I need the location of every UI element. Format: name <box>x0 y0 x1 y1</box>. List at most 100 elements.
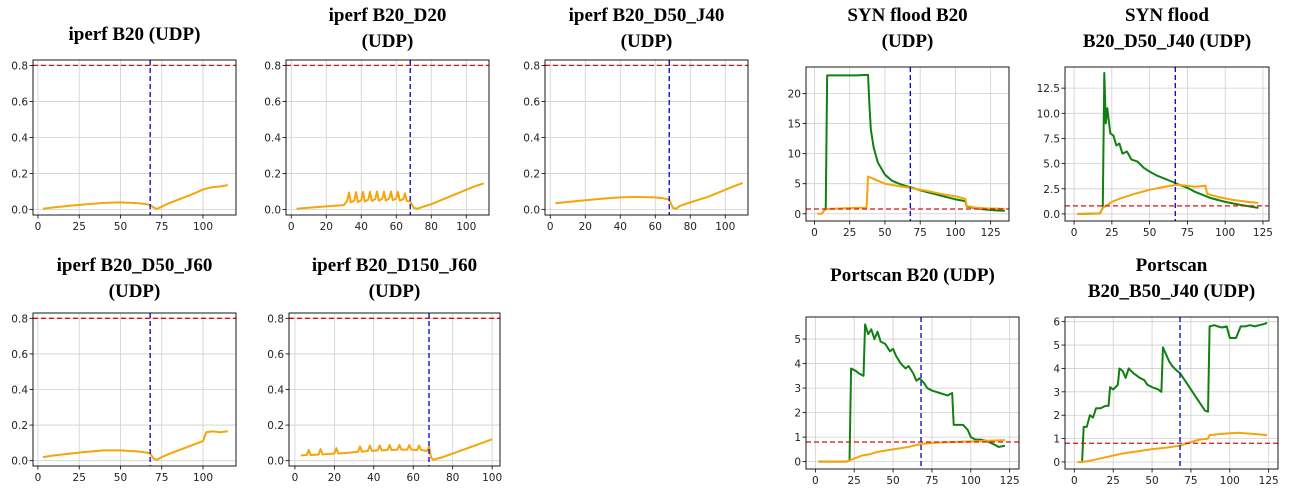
y-tick-label: 20 <box>788 88 801 100</box>
x-tick-label: 75 <box>155 221 168 233</box>
x-tick-label: 80 <box>425 221 438 233</box>
x-tick-label: 25 <box>843 227 856 239</box>
x-tick-label: 100 <box>482 472 502 484</box>
series-line-orange <box>296 182 485 210</box>
chart-title: iperf B20_D150_J60 (UDP) <box>259 253 530 305</box>
x-tick-label: 125 <box>1259 475 1279 487</box>
axes-frame <box>805 66 1010 222</box>
y-tick-label: 7.5 <box>1043 133 1060 145</box>
chart-title-line: Portscan B20 (UDP) <box>830 265 995 286</box>
axes-frame <box>1064 316 1279 470</box>
x-tick-label: 0 <box>292 472 299 484</box>
y-tick-label: 0.0 <box>264 205 281 217</box>
plot-content <box>545 60 748 215</box>
y-tick-label: 0.6 <box>523 96 540 108</box>
chart-title-line: Portscan <box>1135 255 1208 276</box>
chart-title: iperf B20 (UDP) <box>3 22 266 48</box>
chart-title: iperf B20_D20 (UDP) <box>256 3 519 55</box>
chart-title-line: B20_D50_J40 (UDP) <box>1082 31 1252 52</box>
x-tick-label: 75 <box>925 475 938 487</box>
y-tick-label: 3 <box>794 383 801 395</box>
y-tick-label: 4 <box>794 359 801 371</box>
x-tick-label: 50 <box>114 472 127 484</box>
chart-plot-p7: 0 20 40 60 80 100 0.0 0.2 0.4 0.6 0.8 <box>267 312 502 484</box>
x-tick-label: 75 <box>1181 227 1194 239</box>
chart-plot-p6: 0 25 50 75 100 0.0 0.2 0.4 0.6 0.8 <box>11 312 237 484</box>
x-tick-label: 100 <box>193 472 213 484</box>
x-tick-label: 100 <box>1220 475 1240 487</box>
y-tick-label: 5.0 <box>1043 159 1060 171</box>
y-tick-label: 0.0 <box>1043 209 1060 221</box>
plot-content <box>286 60 489 215</box>
series-line-green <box>824 73 1005 212</box>
x-tick-label: 20 <box>320 221 333 233</box>
x-tick-label: 125 <box>1253 227 1273 239</box>
series-line-orange <box>818 439 1006 463</box>
y-tick-label: 0.0 <box>11 456 28 468</box>
y-tick-label: 0.6 <box>264 96 281 108</box>
chart-title: iperf B20_D50_J40 (UDP) <box>515 3 778 55</box>
x-tick-label: 100 <box>1215 227 1235 239</box>
y-tick-label: 0.2 <box>264 169 281 181</box>
x-tick-label: 25 <box>1105 227 1118 239</box>
axes-frame <box>32 312 237 467</box>
chart-title: Portscan B20_B50_J40 (UDP) <box>1035 253 1291 305</box>
chart-title: SYN flood B20_D50_J40 (UDP) <box>1035 3 1291 55</box>
x-tick-label: 25 <box>848 475 861 487</box>
chart-title-line: iperf B20_D50_J40 <box>568 5 725 26</box>
x-tick-label: 50 <box>886 475 899 487</box>
chart-title-line: iperf B20 (UDP) <box>68 24 201 45</box>
chart-plot-p4: 0 25 50 75 100 125 0 5 10 15 20 <box>788 66 1010 239</box>
x-tick-label: 50 <box>1145 475 1158 487</box>
y-tick-label: 0.6 <box>11 349 28 361</box>
series-line-orange <box>300 438 493 461</box>
chart-title-line: SYN flood <box>1125 5 1209 26</box>
y-tick-label: 5 <box>1053 340 1060 352</box>
x-tick-label: 100 <box>945 227 965 239</box>
y-tick-label: 1 <box>794 432 801 444</box>
plot-content <box>289 313 500 466</box>
x-tick-label: 60 <box>407 472 420 484</box>
chart-title-line: iperf B20_D150_J60 <box>311 255 478 276</box>
x-tick-label: 125 <box>1000 475 1020 487</box>
y-tick-label: 12.5 <box>1037 83 1060 95</box>
x-tick-label: 0 <box>812 475 819 487</box>
y-tick-label: 5 <box>794 334 801 346</box>
y-tick-label: 0.8 <box>523 60 540 72</box>
chart-title-line: SYN flood B20 <box>847 5 968 26</box>
plot-content <box>1065 317 1278 469</box>
chart-title-line: (UDP) <box>881 31 934 52</box>
y-tick-label: 0.4 <box>267 385 284 397</box>
y-tick-label: 0.2 <box>11 169 28 181</box>
y-tick-label: 2.5 <box>1043 184 1060 196</box>
chart-title: iperf B20_D50_J60 (UDP) <box>3 253 266 305</box>
series-line-orange <box>817 175 1005 215</box>
chart-title-line: (UDP) <box>108 281 161 302</box>
x-tick-label: 40 <box>367 472 380 484</box>
y-tick-label: 0.2 <box>11 420 28 432</box>
x-tick-label: 0 <box>35 221 42 233</box>
x-tick-label: 20 <box>579 221 592 233</box>
x-tick-label: 50 <box>114 221 127 233</box>
y-tick-label: 0.6 <box>267 349 284 361</box>
x-tick-label: 80 <box>446 472 459 484</box>
x-tick-label: 100 <box>193 221 213 233</box>
y-tick-label: 3 <box>1053 387 1060 399</box>
x-tick-label: 0 <box>1071 227 1078 239</box>
axes-frame <box>1064 66 1270 222</box>
y-tick-label: 0 <box>1053 457 1060 469</box>
series-line-orange <box>1077 183 1259 215</box>
y-tick-label: 4 <box>1053 363 1060 375</box>
series-line-green <box>1077 72 1259 215</box>
y-tick-label: 0.4 <box>523 133 540 145</box>
x-tick-label: 100 <box>456 221 476 233</box>
series-line-orange <box>555 181 744 210</box>
x-tick-label: 50 <box>1143 227 1156 239</box>
y-tick-label: 10 <box>788 149 801 161</box>
axes-frame <box>544 59 749 216</box>
x-tick-label: 75 <box>914 227 927 239</box>
x-tick-label: 75 <box>155 472 168 484</box>
y-tick-label: 10.0 <box>1037 108 1060 120</box>
x-tick-label: 60 <box>649 221 662 233</box>
chart-plot-p5: 0 25 50 75 100 125 0.0 2.5 5.0 7.5 10.0 12.5 <box>1037 66 1273 239</box>
